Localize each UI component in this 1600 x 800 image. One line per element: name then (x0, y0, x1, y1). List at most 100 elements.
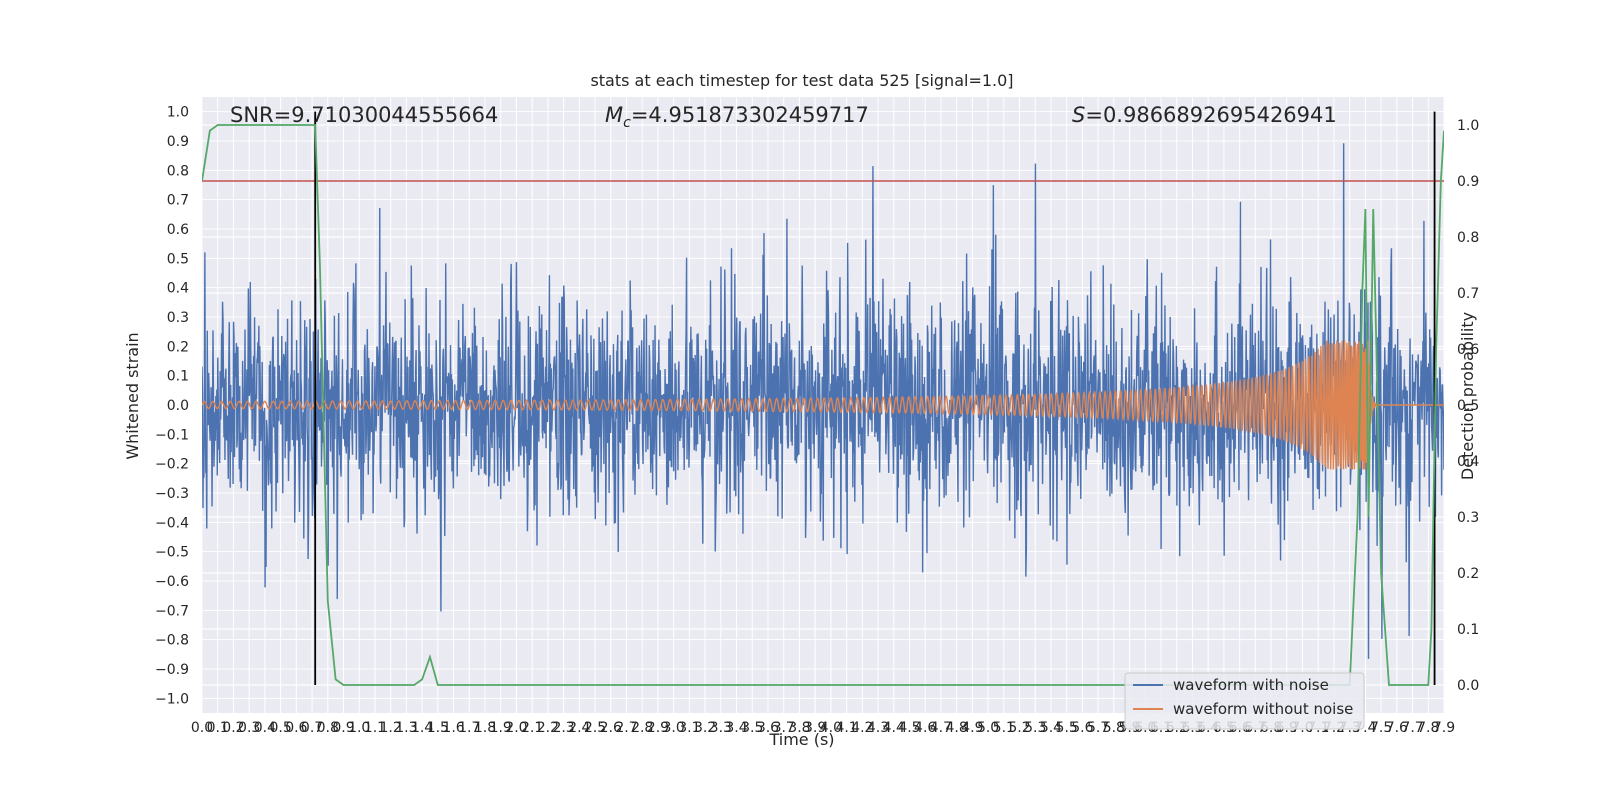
x-tick-label: 5.7 (1087, 720, 1109, 736)
x-tick-label: 4.5 (898, 720, 920, 736)
x-tick-label: 0.7 (301, 720, 323, 736)
x-tick-label: 4.4 (883, 720, 905, 736)
y-tick-label-left: −0.2 (155, 457, 189, 473)
x-tick-label: 2.1 (521, 720, 543, 736)
x-tick-label: 4.3 (867, 720, 889, 736)
x-tick-label: 5.1 (993, 720, 1015, 736)
y-tick-label-right: 0.9 (1457, 174, 1479, 190)
x-tick-label: 1.9 (490, 720, 512, 736)
y-tick-label-left: 0.0 (167, 398, 189, 414)
x-tick-label: 3.0 (663, 720, 685, 736)
legend-box (1124, 672, 1365, 730)
x-tick-label: 1.6 (442, 720, 464, 736)
mc-annotation: Mc=4.951873302459717 (605, 103, 869, 131)
x-tick-label: 4.2 (851, 720, 873, 736)
y-axis-right-label: Detection probability (1458, 312, 1477, 480)
waveforms (202, 143, 1444, 659)
y-tick-label-right: 0.6 (1457, 342, 1479, 358)
x-tick-label: 2.8 (631, 720, 653, 736)
mc-symbol: M (605, 103, 623, 127)
y-tick-label-left: −0.8 (155, 633, 189, 649)
legend-label-noise: waveform with noise (1173, 676, 1329, 694)
mc-value: =4.951873302459717 (631, 103, 869, 127)
x-tick-label: 5.4 (1040, 720, 1062, 736)
x-tick-label: 2.7 (615, 720, 637, 736)
s-annotation: S=0.9866892695426941 (1072, 103, 1337, 127)
y-tick-label-left: 0.9 (167, 134, 189, 150)
x-tick-label: 1.8 (474, 720, 496, 736)
x-tick-label: 3.1 (678, 720, 700, 736)
y-tick-label-left: −0.1 (155, 427, 189, 443)
x-tick-label: 2.6 (600, 720, 622, 736)
chart-title: stats at each timestep for test data 525… (590, 71, 1013, 90)
x-tick-label: 2.2 (537, 720, 559, 736)
x-tick-label: 1.5 (427, 720, 449, 736)
x-tick-label: 2.3 (552, 720, 574, 736)
x-tick-label: 3.6 (757, 720, 779, 736)
x-tick-label: 3.7 (773, 720, 795, 736)
y-tick-label-right: 1.0 (1457, 118, 1479, 134)
x-tick-label: 0.8 (317, 720, 339, 736)
x-tick-label: 1.0 (348, 720, 370, 736)
y-tick-label-left: −0.7 (155, 603, 189, 619)
x-tick-label: 0.4 (254, 720, 276, 736)
probability-line (202, 124, 1444, 686)
y-tick-label-left: 0.4 (167, 281, 189, 297)
x-tick-label: 0.1 (207, 720, 229, 736)
x-tick-label: 5.8 (1103, 720, 1125, 736)
y-tick-label-left: −0.6 (155, 574, 189, 590)
x-tick-label: 4.0 (820, 720, 842, 736)
x-tick-label: 4.7 (930, 720, 952, 736)
y-tick-label-right: 0.5 (1457, 398, 1479, 414)
x-tick-label: 2.5 (584, 720, 606, 736)
y-tick-label-left: 0.6 (167, 222, 189, 238)
x-tick-label: 5.0 (977, 720, 999, 736)
y-tick-label-left: −0.4 (155, 515, 189, 531)
x-tick-label: 7.7 (1401, 720, 1423, 736)
x-tick-label: 1.3 (395, 720, 417, 736)
s-value: =0.9866892695426941 (1085, 103, 1336, 127)
x-tick-label: 2.9 (647, 720, 669, 736)
x-tick-label: 2.0 (505, 720, 527, 736)
x-tick-label: 0.3 (238, 720, 260, 736)
x-tick-label: 7.9 (1433, 720, 1455, 736)
x-tick-label: 0.0 (191, 720, 213, 736)
y-axis-left-label: Whitened strain (123, 332, 142, 459)
x-tick-label: 0.6 (285, 720, 307, 736)
x-tick-label: 3.2 (694, 720, 716, 736)
y-tick-label-right: 0.1 (1457, 622, 1479, 638)
y-tick-label-left: −1.0 (155, 691, 189, 707)
y-tick-label-left: 1.0 (167, 105, 189, 121)
overlays (202, 111, 1444, 686)
x-tick-label: 5.6 (1071, 720, 1093, 736)
y-tick-label-left: 0.3 (167, 310, 189, 326)
y-axis-left-ticks: 1.0 0.9 0.8 0.7 0.6 0.5 0.4 0.3 0.2 0.1 0.0 −0.1 −0.… (155, 105, 189, 708)
x-tick-label: 5.5 (1056, 720, 1078, 736)
y-tick-label-right: 0.8 (1457, 230, 1479, 246)
x-axis-label: Time (s) (768, 730, 834, 749)
x-tick-label: 0.5 (269, 720, 291, 736)
s-symbol: S (1072, 103, 1085, 127)
x-tick-label: 5.3 (1024, 720, 1046, 736)
y-tick-label-left: 0.7 (167, 193, 189, 209)
x-tick-label: 2.4 (568, 720, 590, 736)
mc-subscript: c (623, 115, 631, 131)
x-tick-label: 3.5 (741, 720, 763, 736)
y-tick-label-left: −0.9 (155, 662, 189, 678)
x-tick-label: 4.9 (961, 720, 983, 736)
x-tick-label: 4.8 (946, 720, 968, 736)
x-tick-label: 1.4 (411, 720, 433, 736)
y-axis-right-ticks: 1.0 0.9 0.8 0.7 0.6 0.5 0.4 0.3 0.2 0.1 0.0 (1457, 118, 1479, 694)
x-tick-label: 3.8 (788, 720, 810, 736)
legend-label-clean: waveform without noise (1173, 700, 1353, 718)
legend: waveform with noise waveform without noi… (1124, 672, 1365, 730)
y-tick-label-right: 0.7 (1457, 286, 1479, 302)
x-tick-label: 1.7 (458, 720, 480, 736)
x-tick-label: 3.3 (710, 720, 732, 736)
x-tick-label: 7.8 (1417, 720, 1439, 736)
y-tick-label-left: −0.3 (155, 486, 189, 502)
x-tick-label: 7.5 (1370, 720, 1392, 736)
y-tick-label-right: 0.3 (1457, 510, 1479, 526)
